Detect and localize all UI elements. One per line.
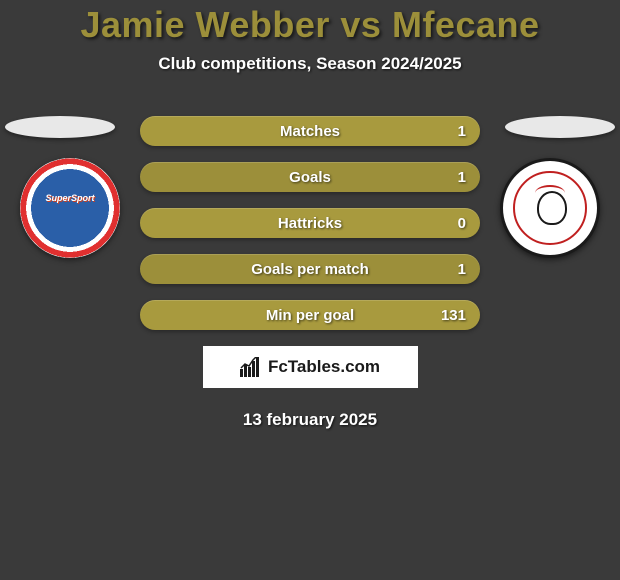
- stat-value-right: 0: [458, 215, 466, 232]
- stat-label: Hattricks: [278, 215, 342, 232]
- date-label: 13 february 2025: [0, 410, 620, 430]
- stat-value-right: 1: [458, 261, 466, 278]
- stat-value-right: 1: [458, 169, 466, 186]
- club-badge-left: SuperSport: [20, 158, 120, 258]
- badge-left-label: SuperSport: [20, 193, 120, 203]
- stats-list: Matches 1 Goals 1 Hattricks 0 Goals per …: [140, 116, 480, 330]
- page-title: Jamie Webber vs Mfecane: [0, 4, 620, 46]
- comparison-card: Jamie Webber vs Mfecane Club competition…: [0, 0, 620, 430]
- stat-row-matches: Matches 1: [140, 116, 480, 146]
- stat-row-min-per-goal: Min per goal 131: [140, 300, 480, 330]
- stat-value-right: 1: [458, 123, 466, 140]
- brand-label: FcTables.com: [268, 357, 380, 377]
- stat-row-hattricks: Hattricks 0: [140, 208, 480, 238]
- mid-row: SuperSport Matches 1 Goals 1 Hattricks 0…: [0, 116, 620, 330]
- stat-row-goals: Goals 1: [140, 162, 480, 192]
- ajax-badge-icon: [500, 158, 600, 258]
- supersport-badge-icon: SuperSport: [20, 158, 120, 258]
- stat-label: Min per goal: [266, 307, 354, 324]
- club-badge-right: [500, 158, 600, 258]
- stat-label: Goals per match: [251, 261, 369, 278]
- stat-label: Matches: [280, 123, 340, 140]
- stat-label: Goals: [289, 169, 331, 186]
- stat-value-right: 131: [441, 307, 466, 324]
- bars-chart-icon: [240, 357, 262, 377]
- subtitle: Club competitions, Season 2024/2025: [0, 54, 620, 74]
- player-left-flag: [5, 116, 115, 138]
- stat-row-goals-per-match: Goals per match 1: [140, 254, 480, 284]
- player-right-flag: [505, 116, 615, 138]
- brand-box[interactable]: FcTables.com: [203, 346, 418, 388]
